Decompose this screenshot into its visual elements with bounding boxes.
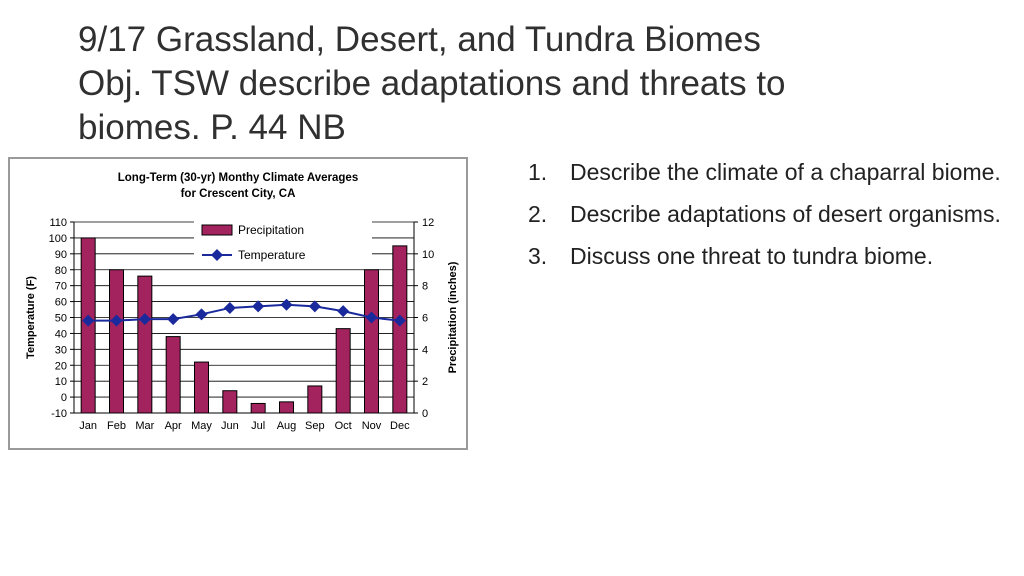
question-number: 1. (528, 159, 548, 185)
x-tick-label: May (191, 420, 212, 432)
y-tick-label: 40 (55, 328, 67, 340)
x-tick-label: Mar (135, 420, 154, 432)
y-tick-label: 60 (55, 297, 67, 309)
x-tick-label: Nov (362, 420, 382, 432)
y2-tick-label: 4 (422, 344, 428, 356)
x-tick-label: Jan (79, 420, 97, 432)
temperature-point (195, 308, 208, 321)
temperature-point (82, 314, 95, 327)
precipitation-bar (109, 269, 124, 414)
y-tick-label: 110 (49, 217, 67, 229)
y2-tick-label: 8 (422, 281, 428, 293)
temperature-point (110, 314, 123, 327)
title-line: Obj. TSW describe adaptations and threat… (78, 64, 786, 103)
title-line: 9/17 Grassland, Desert, and Tundra Biome… (78, 20, 761, 59)
question-item: 2. Describe adaptations of desert organi… (528, 198, 1008, 230)
legend-marker-temperature (211, 249, 223, 261)
precipitation-bar (335, 328, 351, 414)
y-tick-label: 70 (55, 281, 67, 293)
title-line: biomes. P. 44 NB (78, 108, 346, 147)
x-tick-label: Feb (107, 420, 126, 432)
y-tick-label: 10 (55, 376, 67, 388)
precipitation-bar (250, 402, 266, 414)
y-tick-label: -10 (51, 408, 67, 420)
y-tick-label: 100 (49, 233, 67, 245)
x-tick-label: Dec (390, 420, 410, 432)
y-tick-label: 0 (61, 392, 67, 404)
x-tick-label: Jun (221, 420, 239, 432)
y2-tick-label: 12 (422, 217, 434, 229)
x-tick-label: Oct (335, 420, 352, 432)
y2-tick-label: 6 (422, 313, 428, 325)
precipitation-bar (279, 401, 294, 414)
legend-swatch-precipitation (201, 224, 233, 236)
y-tick-label: 80 (55, 265, 67, 277)
x-tick-label: Apr (165, 420, 182, 432)
legend-label-precipitation: Precipitation (238, 223, 304, 237)
temperature-point (393, 314, 406, 327)
y2-tick-label: 10 (422, 249, 434, 261)
question-number: 3. (528, 243, 548, 269)
y-tick-label: 30 (55, 344, 67, 356)
question-number: 2. (528, 201, 548, 227)
y-tick-label: 50 (55, 313, 67, 325)
y2-axis-label: Precipitation (inches) (447, 261, 459, 373)
y-axis-label: Temperature (F) (25, 276, 37, 359)
temperature-line (88, 303, 400, 322)
legend-label-temperature: Temperature (238, 248, 306, 262)
precipitation-bar (137, 275, 153, 414)
precipitation-bar (222, 390, 238, 414)
question-item: 1. Describe the climate of a chaparral b… (528, 156, 1008, 188)
x-tick-label: Jul (251, 420, 265, 432)
question-text: Discuss one threat to tundra biome. (570, 243, 934, 269)
precipitation-bar (307, 385, 323, 414)
question-text: Describe the climate of a chaparral biom… (570, 159, 1001, 185)
temperature-point (138, 313, 151, 326)
y2-tick-label: 2 (422, 376, 428, 388)
slide-title: 9/17 Grassland, Desert, and Tundra Biome… (78, 18, 878, 150)
precipitation-bar (392, 245, 408, 414)
climate-chart: Long-Term (30-yr) Monthy Climate Average… (8, 157, 468, 450)
precipitation-bar (165, 336, 181, 414)
x-tick-label: Aug (277, 420, 297, 432)
temperature-point (167, 313, 180, 326)
y-tick-label: 90 (55, 249, 67, 261)
chart-title: Long-Term (30-yr) Monthy Climate Average… (118, 172, 358, 184)
question-text: Describe adaptations of desert organisms… (570, 201, 1001, 227)
temperature-point (280, 298, 293, 311)
temperature-point (308, 300, 321, 313)
question-item: 3. Discuss one threat to tundra biome. (528, 240, 1008, 272)
y-tick-label: 20 (55, 360, 67, 372)
y2-tick-label: 0 (422, 408, 428, 420)
precipitation-bar (194, 361, 209, 414)
precipitation-bar (364, 269, 379, 414)
temperature-point (365, 311, 378, 324)
temperature-point (337, 305, 350, 318)
temperature-point (252, 300, 265, 313)
question-list: 1. Describe the climate of a chaparral b… (528, 156, 1008, 282)
temperature-point (223, 301, 236, 314)
x-tick-label: Sep (305, 420, 325, 432)
chart-subtitle: for Crescent City, CA (181, 188, 296, 200)
climate-chart-svg: Long-Term (30-yr) Monthy Climate Average… (25, 172, 459, 432)
